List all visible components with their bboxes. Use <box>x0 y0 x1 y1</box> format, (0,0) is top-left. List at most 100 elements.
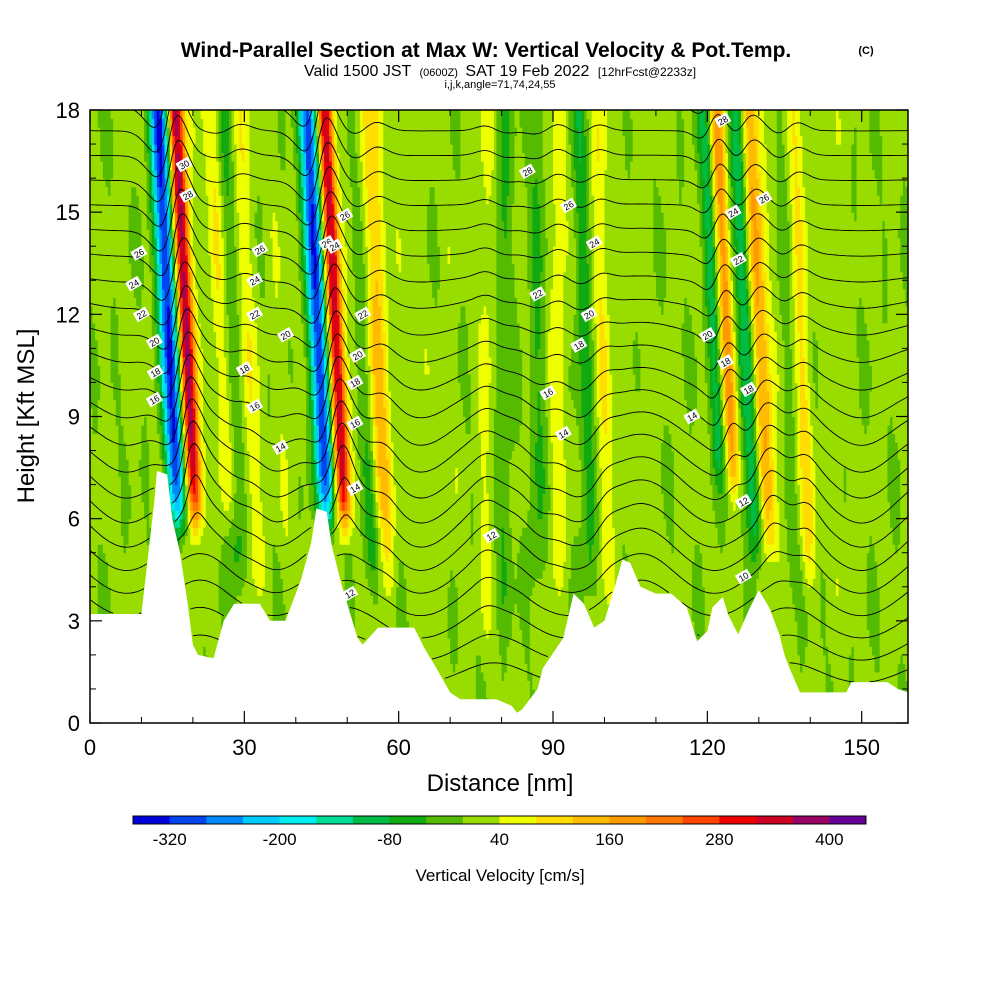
w-cell <box>113 348 117 358</box>
w-cell <box>102 178 107 188</box>
w-cell <box>95 450 99 460</box>
w-cell <box>102 544 107 554</box>
w-cell <box>144 552 148 562</box>
w-cell <box>138 288 143 298</box>
w-cell <box>182 552 186 562</box>
w-cell <box>141 220 145 230</box>
w-cell <box>192 390 197 401</box>
w-cell <box>200 373 204 384</box>
w-cell <box>216 212 220 222</box>
w-cell <box>128 212 132 222</box>
w-cell <box>190 322 194 332</box>
w-cell <box>216 331 220 341</box>
w-cell <box>120 425 125 435</box>
w-cell <box>195 595 199 605</box>
w-cell <box>203 135 207 145</box>
w-cell <box>149 127 153 137</box>
w-cell <box>100 127 104 137</box>
w-cell <box>187 399 191 409</box>
w-cell <box>131 425 135 435</box>
w-cell <box>92 322 96 332</box>
w-cell <box>162 314 166 324</box>
w-cell <box>102 297 107 307</box>
w-cell <box>110 152 114 162</box>
w-cell <box>105 544 109 554</box>
w-cell <box>136 578 140 588</box>
w-cell <box>187 459 191 469</box>
w-cell <box>159 135 163 145</box>
w-cell <box>200 144 204 154</box>
w-cell <box>198 629 202 639</box>
w-cell <box>118 348 122 358</box>
w-cell <box>138 365 143 375</box>
w-cell <box>110 348 114 358</box>
w-cell <box>138 127 143 137</box>
w-cell <box>110 110 114 120</box>
w-cell <box>159 339 163 349</box>
w-cell <box>208 578 212 588</box>
w-cell <box>131 348 135 358</box>
w-cell <box>205 178 209 188</box>
w-cell <box>218 527 222 537</box>
w-cell <box>144 212 148 222</box>
w-cell <box>200 629 204 639</box>
w-cell <box>108 450 112 460</box>
w-cell <box>90 382 94 392</box>
w-cell <box>216 280 220 290</box>
w-cell <box>128 510 132 520</box>
w-cell <box>133 442 137 452</box>
w-cell <box>213 110 217 120</box>
w-cell <box>128 527 132 537</box>
w-cell <box>205 195 209 205</box>
w-cell <box>210 263 215 273</box>
w-cell <box>133 161 137 171</box>
w-cell <box>182 178 186 188</box>
w-cell <box>141 382 145 392</box>
w-cell <box>192 280 197 290</box>
w-cell <box>164 246 168 256</box>
w-cell <box>154 322 158 332</box>
w-cell <box>105 161 109 171</box>
w-cell <box>208 118 212 128</box>
w-cell <box>97 407 101 418</box>
w-cell <box>97 442 101 452</box>
w-cell <box>213 212 217 222</box>
w-cell <box>177 450 181 460</box>
w-cell <box>208 510 212 520</box>
w-cell <box>123 535 127 545</box>
w-cell <box>159 467 163 477</box>
w-cell <box>136 288 140 298</box>
w-cell <box>120 407 125 418</box>
w-cell <box>113 467 117 477</box>
w-cell <box>110 450 114 460</box>
w-cell <box>105 339 109 349</box>
w-cell <box>172 288 176 298</box>
w-cell <box>136 178 140 188</box>
w-cell <box>172 127 176 137</box>
w-cell <box>118 467 122 477</box>
w-cell <box>218 544 222 554</box>
w-cell <box>108 127 112 137</box>
w-cell <box>169 382 173 392</box>
w-cell <box>162 195 166 205</box>
w-cell <box>92 110 96 120</box>
w-cell <box>210 416 215 426</box>
w-cell <box>205 476 209 486</box>
w-cell <box>141 501 145 511</box>
w-cell <box>203 629 207 639</box>
w-cell <box>203 280 207 290</box>
w-cell <box>205 425 209 435</box>
w-cell <box>92 237 96 247</box>
w-cell <box>200 288 204 298</box>
w-cell <box>108 416 112 426</box>
w-cell <box>205 229 209 239</box>
w-cell <box>110 271 114 281</box>
w-cell <box>169 416 173 426</box>
w-cell <box>172 110 176 120</box>
w-cell <box>110 425 114 435</box>
w-cell <box>164 220 168 230</box>
w-cell <box>164 280 168 290</box>
w-cell <box>105 314 109 324</box>
w-cell <box>210 629 215 639</box>
w-cell <box>118 280 122 290</box>
